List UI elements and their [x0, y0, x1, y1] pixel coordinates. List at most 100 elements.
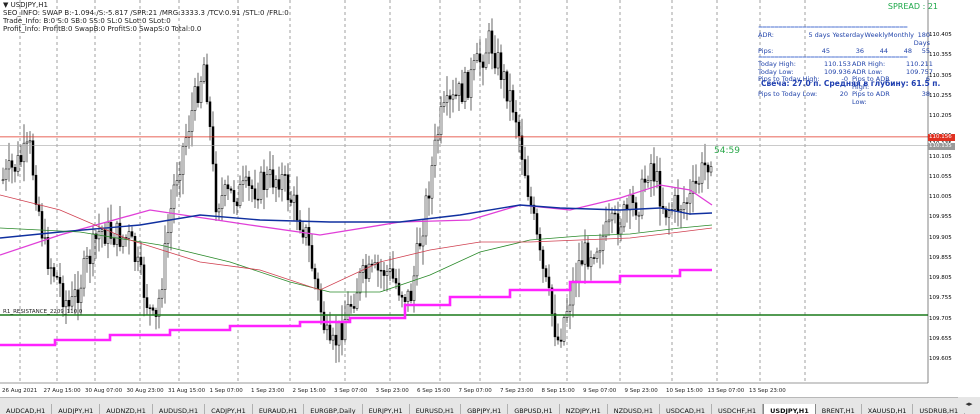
candle-bear — [427, 195, 431, 199]
tab-nzdusd-h1[interactable]: NZDUSD,H1 — [608, 404, 661, 414]
tab-audcad-h1[interactable]: AUDCAD,H1 — [0, 404, 53, 414]
tab-gbpjpy-h1[interactable]: GBPJPY,H1 — [461, 404, 509, 414]
adr-header-cell: Weekly — [864, 31, 888, 39]
candle-bull — [709, 166, 713, 173]
candle-bull — [163, 243, 167, 290]
tab-usdjpy-h1[interactable]: USDJPY,H1 — [763, 404, 816, 414]
tab-eurjpy-h1[interactable]: EURJPY,H1 — [363, 404, 410, 414]
candle-bull — [337, 322, 341, 346]
tab-scroll-arrows[interactable]: ◂▸ — [958, 397, 980, 413]
candle-bull — [700, 162, 704, 184]
tab-nzdjpy-h1[interactable]: NZDJPY,H1 — [560, 404, 608, 414]
candle-bull — [598, 250, 602, 253]
tab-xauusd-h1[interactable]: XAUUSD,H1 — [862, 404, 914, 414]
symbol-title: ▼ USDJPY,H1 — [3, 1, 48, 9]
candle-bull — [79, 287, 83, 303]
time-tick-label: 3 Sep 07:00 — [334, 388, 368, 394]
candle-bull — [496, 52, 500, 69]
candle-bear — [490, 30, 494, 54]
tab-gbpusd-h1[interactable]: GBPUSD,H1 — [508, 404, 560, 414]
candle-bull — [571, 280, 575, 306]
candle-bear — [643, 178, 647, 183]
candle-bull — [484, 52, 488, 68]
candle-bull — [193, 86, 197, 111]
candle-bear — [532, 204, 536, 214]
resistance-label: R1_RESISTANCE_2209_110.0 — [3, 309, 83, 315]
tab-audjpy-h1[interactable]: AUDJPY,H1 — [52, 404, 101, 414]
time-tick-label: 1 Sep 23:00 — [251, 388, 285, 394]
candle-bear — [454, 94, 458, 97]
candle-bear — [316, 278, 320, 290]
time-tick-label: 13 Sep 23:00 — [749, 388, 786, 394]
candle-bear — [88, 255, 92, 265]
candle-bull — [595, 251, 599, 259]
tab-usdchf-h1[interactable]: USDCHF,H1 — [712, 404, 764, 414]
candle-bear — [349, 304, 353, 307]
adr-header-cell: ADR: — [758, 31, 774, 39]
candle-bull — [187, 131, 191, 138]
candle-bull — [649, 163, 653, 181]
price-tick-label: 109.805 — [929, 275, 952, 281]
candle-bear — [340, 322, 344, 341]
time-tick-label: 7 Sep 07:00 — [458, 388, 492, 394]
candle-bear — [67, 300, 71, 307]
candle-bull — [70, 296, 74, 307]
candle-bull — [601, 235, 605, 251]
adr-pips-cell: Pips: — [758, 47, 774, 55]
stat-value: -0 — [841, 75, 848, 83]
candle-bear — [652, 163, 656, 182]
candle-bull — [487, 30, 491, 54]
candle-bear — [208, 101, 212, 127]
tab-audnzd-h1[interactable]: AUDNZD,H1 — [100, 404, 153, 414]
price-tick-label: 110.255 — [929, 92, 952, 99]
time-tick-label: 10 Sep 15:00 — [666, 388, 703, 394]
stat-row: Pips to Today Low: 20 Pips to ADR Low: 3… — [758, 90, 930, 106]
candle-bull — [166, 232, 170, 244]
candle-bear — [613, 212, 617, 215]
candle-bull — [49, 267, 53, 269]
candle-bull — [268, 169, 272, 176]
candle-bull — [691, 180, 695, 195]
candle-bear — [370, 263, 374, 266]
adr-header-cell: 180 Days — [913, 31, 930, 47]
tab-usdcad-h1[interactable]: USDCAD,H1 — [660, 404, 712, 414]
tab-cadjpy-h1[interactable]: CADJPY,H1 — [205, 404, 253, 414]
time-tick-label: 7 Sep 23:00 — [500, 388, 534, 394]
candle-bull — [424, 195, 428, 237]
price-tick-label: 110.205 — [929, 113, 952, 119]
price-tick-label: 110.005 — [929, 194, 952, 200]
candle-bear — [298, 219, 302, 231]
stat-label: ADR Low: — [852, 67, 883, 76]
tab-brent-h1[interactable]: BRENT,H1 — [816, 404, 862, 414]
candle-bear — [52, 267, 56, 277]
candle-bull — [121, 237, 125, 247]
candle-bull — [697, 182, 701, 185]
candle-bear — [553, 313, 557, 338]
candle-bear — [529, 196, 533, 206]
symbol-tabbar: AUDCAD,H1 AUDJPY,H1 AUDNZD,H1 AUDUSD,H1 CADJ… — [0, 397, 980, 414]
candle-bear — [247, 176, 251, 186]
candle-bull — [64, 300, 68, 308]
candle-bear — [286, 174, 290, 201]
tab-euraud-h1[interactable]: EURAUD,H1 — [253, 404, 305, 414]
candle-bull — [430, 165, 434, 199]
candle-bear — [511, 90, 515, 113]
candle-bear — [319, 289, 323, 313]
adr-panel: ===================================== AD… — [758, 25, 933, 106]
candle-bull — [688, 193, 692, 204]
adr-pips-cell: 48 — [903, 47, 912, 55]
adr-pips-cell: 45 — [821, 47, 830, 55]
candle-bull — [361, 265, 365, 273]
candle-bear — [55, 275, 59, 278]
candle-bull — [325, 324, 329, 331]
candle-bear — [307, 227, 311, 246]
tab-eurusd-h1[interactable]: EURUSD,H1 — [410, 404, 462, 414]
candle-bear — [328, 324, 332, 341]
candle-bear — [34, 174, 38, 205]
tab-audusd-h1[interactable]: AUDUSD,H1 — [153, 404, 206, 414]
candle-bull — [667, 210, 671, 218]
tab-eurgbp-daily[interactable]: EURGBP,Daily — [304, 404, 363, 414]
candle-bull — [568, 304, 572, 312]
adr-pips-cell: 55 — [921, 47, 930, 55]
